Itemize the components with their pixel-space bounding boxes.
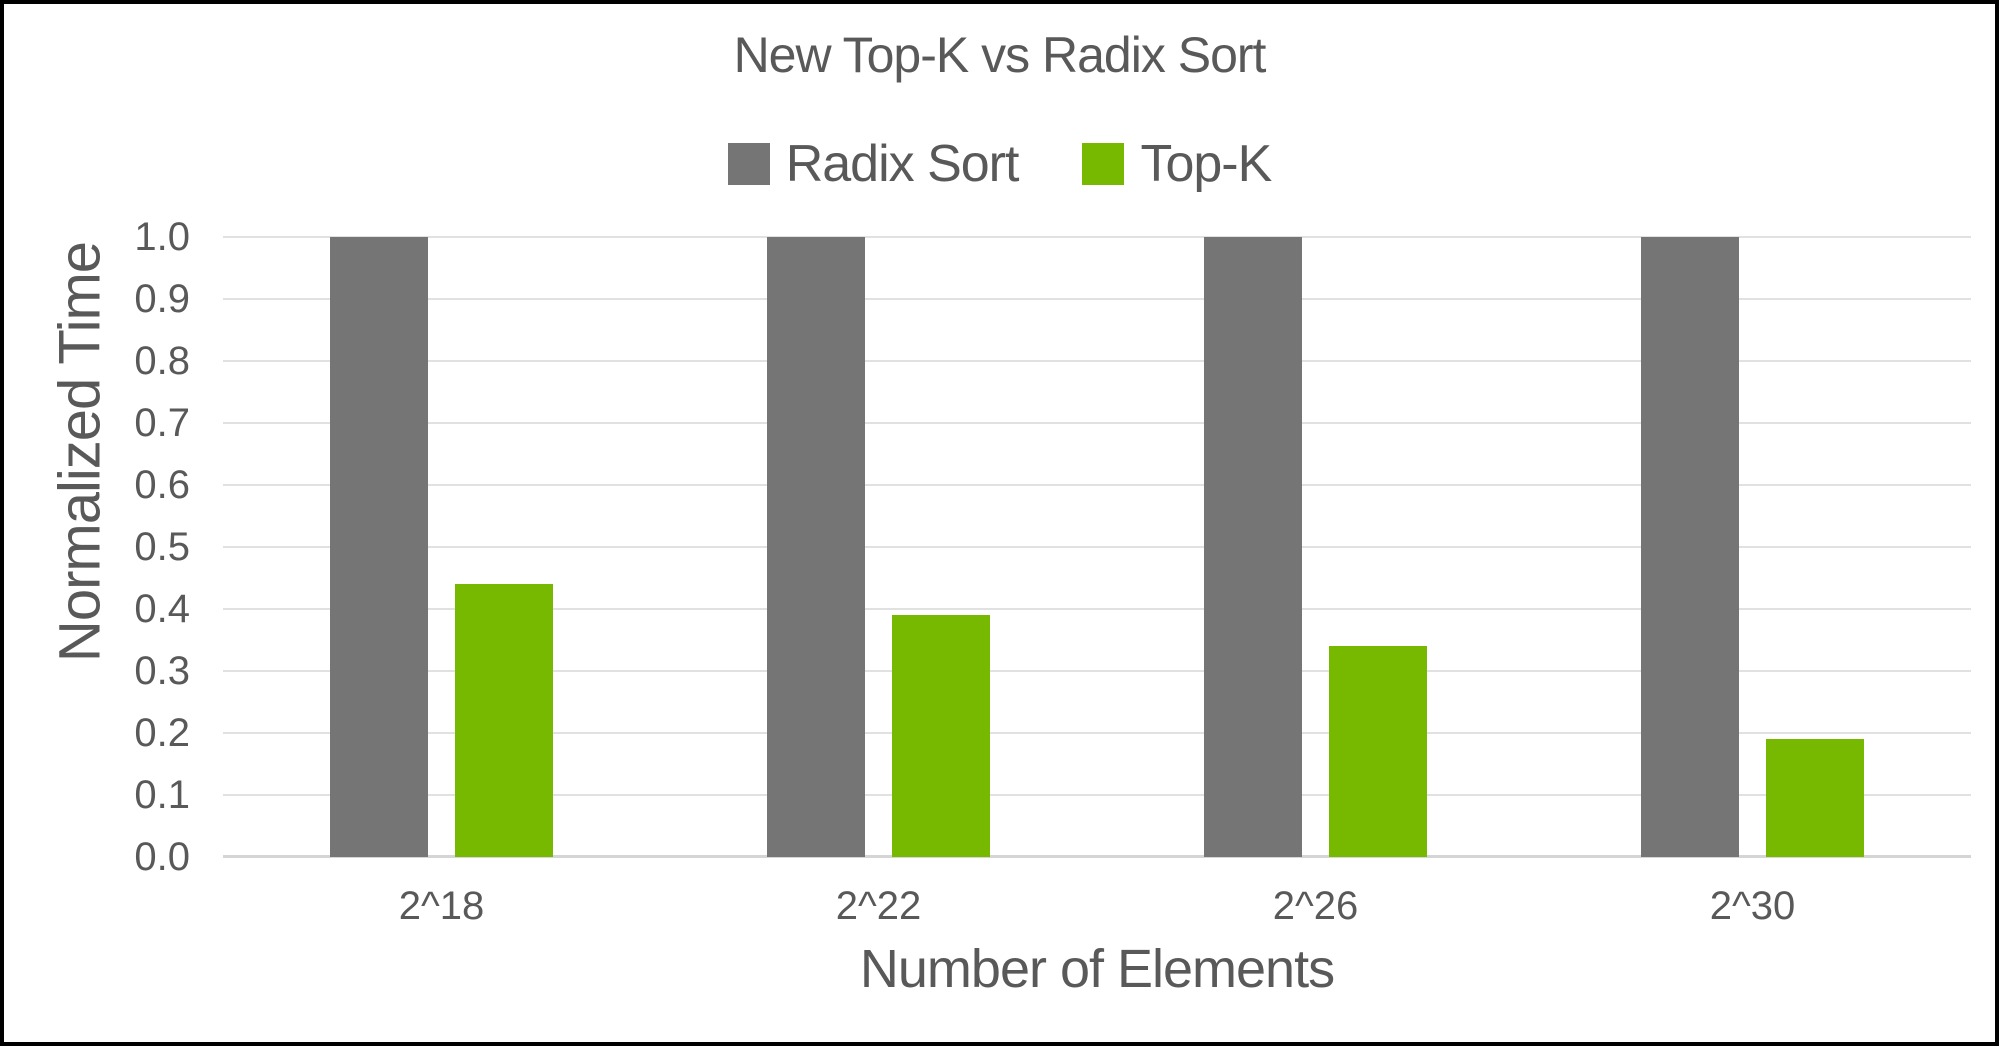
legend-marker-top-k-icon — [1082, 143, 1125, 185]
gridline — [223, 236, 1971, 238]
bar-radix-sort-2-26 — [1204, 237, 1302, 857]
legend: Radix Sort Top-K — [4, 138, 1995, 190]
plot-area — [223, 236, 1971, 858]
y-tick-label: 0.9 — [134, 277, 190, 321]
gridline — [223, 608, 1971, 610]
gridline — [223, 360, 1971, 362]
gridline — [223, 484, 1971, 486]
gridline — [223, 670, 1971, 672]
bar-radix-sort-2-30 — [1641, 237, 1739, 857]
y-tick-label: 0.6 — [134, 463, 190, 507]
x-tick-label: 2^18 — [398, 884, 485, 928]
gridline — [223, 422, 1971, 424]
gridline — [223, 298, 1971, 300]
y-tick-label: 0.1 — [134, 773, 190, 817]
legend-item-radix-sort: Radix Sort — [727, 135, 1020, 193]
gridline — [223, 546, 1971, 548]
bar-top-k-2-30 — [1766, 739, 1864, 857]
gridline — [223, 732, 1971, 734]
legend-marker-radix-sort-icon — [727, 143, 770, 185]
y-tick-label: 0.2 — [134, 711, 190, 755]
bar-top-k-2-22 — [892, 615, 990, 857]
legend-item-top-k: Top-K — [1082, 135, 1272, 193]
x-axis-line — [223, 855, 1971, 858]
bar-top-k-2-26 — [1329, 646, 1427, 857]
bar-radix-sort-2-22 — [767, 237, 865, 857]
y-tick-label: 0.5 — [134, 525, 190, 569]
y-tick-label: 0.0 — [134, 835, 190, 879]
y-tick-label: 0.3 — [134, 649, 190, 693]
y-tick-label: 0.7 — [134, 401, 190, 445]
x-tick-label: 2^26 — [1272, 884, 1359, 928]
bar-top-k-2-18 — [455, 584, 553, 857]
y-tick-label: 0.8 — [134, 339, 190, 383]
chart-title: New Top-K vs Radix Sort — [733, 27, 1267, 83]
bar-radix-sort-2-18 — [330, 237, 428, 857]
x-tick-label: 2^30 — [1709, 884, 1796, 928]
x-tick-label: 2^22 — [835, 884, 922, 928]
y-tick-label: 1.0 — [134, 215, 190, 259]
gridline — [223, 794, 1971, 796]
y-tick-label: 0.4 — [134, 587, 190, 631]
legend-label: Top-K — [1140, 135, 1272, 193]
legend-label: Radix Sort — [785, 135, 1020, 193]
x-axis-title: Number of Elements — [859, 939, 1335, 999]
